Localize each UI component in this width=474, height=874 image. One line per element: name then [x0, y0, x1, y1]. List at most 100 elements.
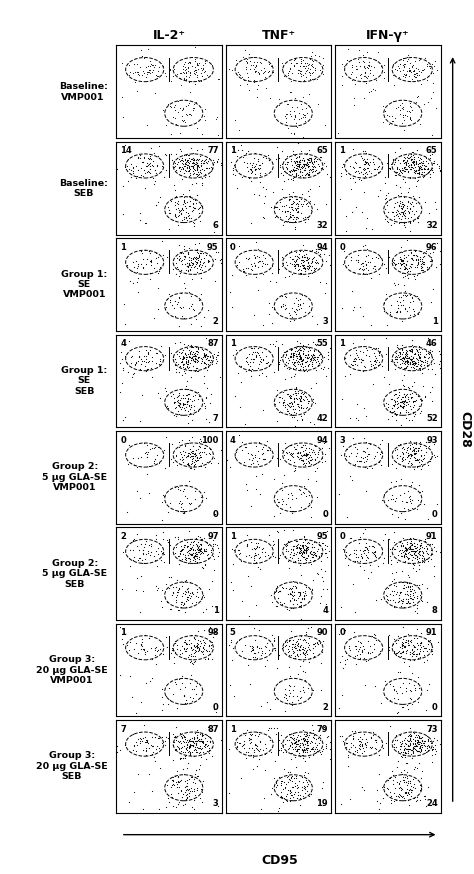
Point — [252, 598, 260, 612]
Point — [297, 259, 304, 273]
Point — [292, 214, 299, 228]
Point — [408, 543, 416, 557]
Point — [402, 348, 410, 362]
Point — [399, 447, 406, 461]
Point — [186, 541, 194, 555]
Text: 4: 4 — [322, 607, 328, 615]
Point — [380, 295, 388, 309]
Point — [172, 158, 179, 172]
Point — [196, 544, 203, 558]
Point — [352, 59, 360, 73]
Point — [407, 390, 414, 404]
Point — [282, 355, 290, 369]
Point — [284, 783, 292, 797]
Point — [129, 367, 137, 381]
Point — [147, 253, 155, 267]
Point — [431, 366, 438, 380]
Point — [408, 333, 416, 347]
Point — [410, 304, 418, 318]
Point — [302, 542, 310, 556]
Point — [189, 449, 197, 463]
Point — [324, 361, 331, 375]
Point — [199, 128, 206, 142]
Point — [163, 118, 170, 132]
Point — [304, 621, 312, 635]
Point — [289, 574, 297, 588]
Point — [295, 537, 302, 551]
Point — [136, 736, 144, 750]
Point — [403, 544, 410, 558]
Point — [183, 739, 191, 753]
Point — [202, 247, 210, 261]
Point — [396, 586, 404, 600]
Point — [199, 733, 206, 747]
Point — [145, 346, 152, 360]
Point — [155, 540, 162, 554]
Point — [152, 640, 160, 654]
Point — [233, 181, 240, 195]
Point — [410, 640, 418, 654]
Point — [400, 254, 407, 268]
Point — [404, 390, 412, 404]
Point — [297, 558, 304, 572]
Point — [179, 787, 187, 801]
Point — [312, 364, 320, 378]
Point — [196, 739, 203, 753]
Point — [284, 356, 292, 370]
Point — [298, 539, 305, 553]
Point — [426, 150, 434, 164]
Point — [399, 342, 406, 356]
Point — [365, 349, 373, 363]
Point — [155, 537, 163, 551]
Point — [266, 443, 274, 457]
Point — [314, 445, 322, 459]
Point — [191, 749, 198, 763]
Point — [250, 309, 257, 323]
Point — [157, 545, 165, 558]
Point — [403, 54, 410, 68]
Point — [317, 683, 325, 697]
Point — [168, 588, 176, 602]
Point — [171, 352, 178, 366]
Point — [359, 153, 366, 167]
Point — [194, 341, 202, 355]
Point — [164, 97, 172, 111]
Point — [353, 746, 361, 760]
Point — [292, 388, 300, 402]
Point — [392, 165, 400, 179]
Point — [304, 628, 312, 642]
Point — [405, 158, 413, 172]
Point — [174, 201, 182, 215]
Point — [255, 79, 262, 93]
Point — [291, 750, 299, 764]
Point — [306, 690, 314, 704]
Point — [397, 765, 405, 779]
Point — [413, 68, 420, 82]
Point — [398, 766, 406, 780]
Point — [307, 557, 315, 571]
Point — [178, 594, 186, 608]
Point — [431, 721, 439, 735]
Point — [193, 353, 201, 367]
Point — [406, 162, 414, 176]
Point — [399, 450, 407, 464]
Point — [151, 753, 159, 767]
Point — [416, 158, 424, 172]
Point — [405, 728, 413, 742]
Point — [398, 494, 406, 508]
Point — [194, 159, 202, 173]
Point — [286, 390, 293, 404]
Point — [415, 160, 423, 174]
Point — [417, 536, 425, 550]
Point — [310, 349, 318, 363]
Point — [285, 660, 292, 674]
Point — [309, 547, 316, 561]
Point — [199, 734, 207, 748]
Point — [404, 195, 411, 209]
Point — [203, 739, 210, 753]
Point — [356, 554, 364, 568]
Point — [302, 635, 310, 649]
Point — [137, 538, 145, 551]
Point — [196, 542, 203, 556]
Point — [311, 547, 319, 561]
